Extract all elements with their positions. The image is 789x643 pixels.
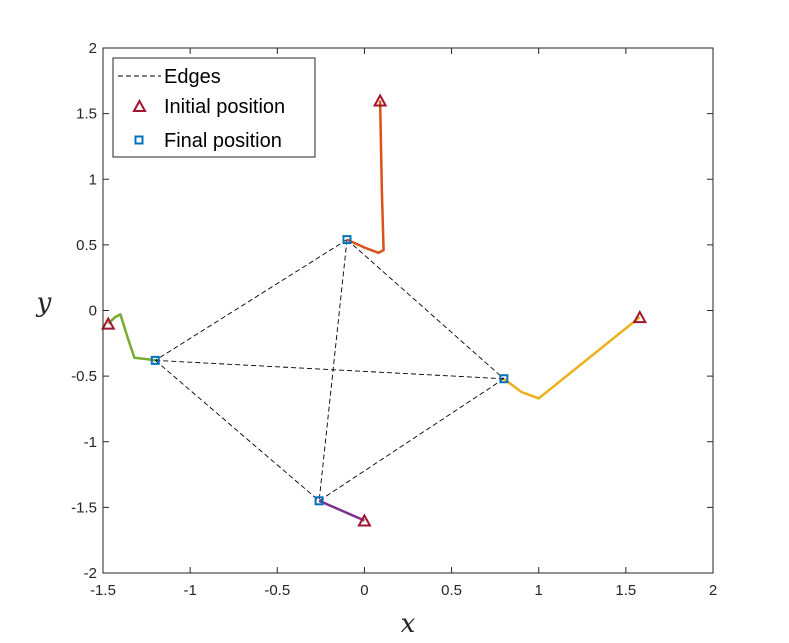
y-tick-label: 1.5 xyxy=(76,106,97,123)
legend-initial-label: Initial position xyxy=(164,96,285,118)
x-tick-label: 1.5 xyxy=(615,582,636,599)
final-position-square-icon xyxy=(342,235,352,245)
y-tick-label: -1 xyxy=(84,434,97,451)
x-tick-label: 2 xyxy=(709,582,717,599)
trajectory-line xyxy=(107,313,156,362)
edge-line xyxy=(155,239,348,361)
trajectory-line xyxy=(318,499,365,522)
edge-line xyxy=(346,239,505,380)
final-position-square-icon xyxy=(314,496,324,506)
initial-position-triangle-icon xyxy=(101,316,116,330)
x-tick-label: 0.5 xyxy=(441,582,462,599)
legend-box xyxy=(112,57,316,158)
final-position-square-icon xyxy=(499,374,509,384)
initial-position-triangle-icon xyxy=(632,309,647,324)
edges xyxy=(154,239,505,502)
legend-edges-label: Edges xyxy=(164,66,221,88)
edge-line xyxy=(154,360,320,502)
initial-position-triangle-icon xyxy=(372,93,388,107)
trajectories xyxy=(107,100,641,522)
tick-labels: -1.5 -1 -0.5 0 0.5 1 1.5 2-2-1.5-1-0.500.511.52 xyxy=(71,40,717,599)
x-axis-label: x xyxy=(401,609,416,639)
x-tick-label: -1.5 xyxy=(90,582,116,599)
x-tick-label: -0.5 xyxy=(264,582,290,599)
x-tick-label: 1 xyxy=(535,582,543,599)
initial-position-triangle-icon xyxy=(357,513,372,527)
y-axis-label: y xyxy=(36,288,52,318)
markers xyxy=(101,93,647,527)
y-tick-label: -1.5 xyxy=(71,499,97,516)
x-tick-label: 0 xyxy=(360,582,368,599)
x-tick-label: -1 xyxy=(183,582,196,599)
y-tick-label: 0.5 xyxy=(76,237,97,254)
edge-line xyxy=(318,239,348,501)
edge-line xyxy=(318,378,505,502)
legend: Edges Initial position Final position xyxy=(112,57,316,158)
legend-final-label: Final position xyxy=(164,130,282,152)
plot-frame xyxy=(102,47,714,574)
y-tick-label: 1 xyxy=(89,171,97,188)
y-tick-label: -2 xyxy=(84,565,97,582)
y-tick-label: 2 xyxy=(89,40,97,57)
legend-initial-triangle-icon xyxy=(132,98,147,112)
final-position-square-icon xyxy=(150,355,160,365)
edge-line xyxy=(155,359,504,380)
trajectory-line xyxy=(346,100,385,255)
y-tick-label: -0.5 xyxy=(71,368,97,385)
y-tick-label: 0 xyxy=(89,303,97,320)
legend-final-square-icon xyxy=(134,135,144,145)
trajectory-line xyxy=(503,316,641,400)
